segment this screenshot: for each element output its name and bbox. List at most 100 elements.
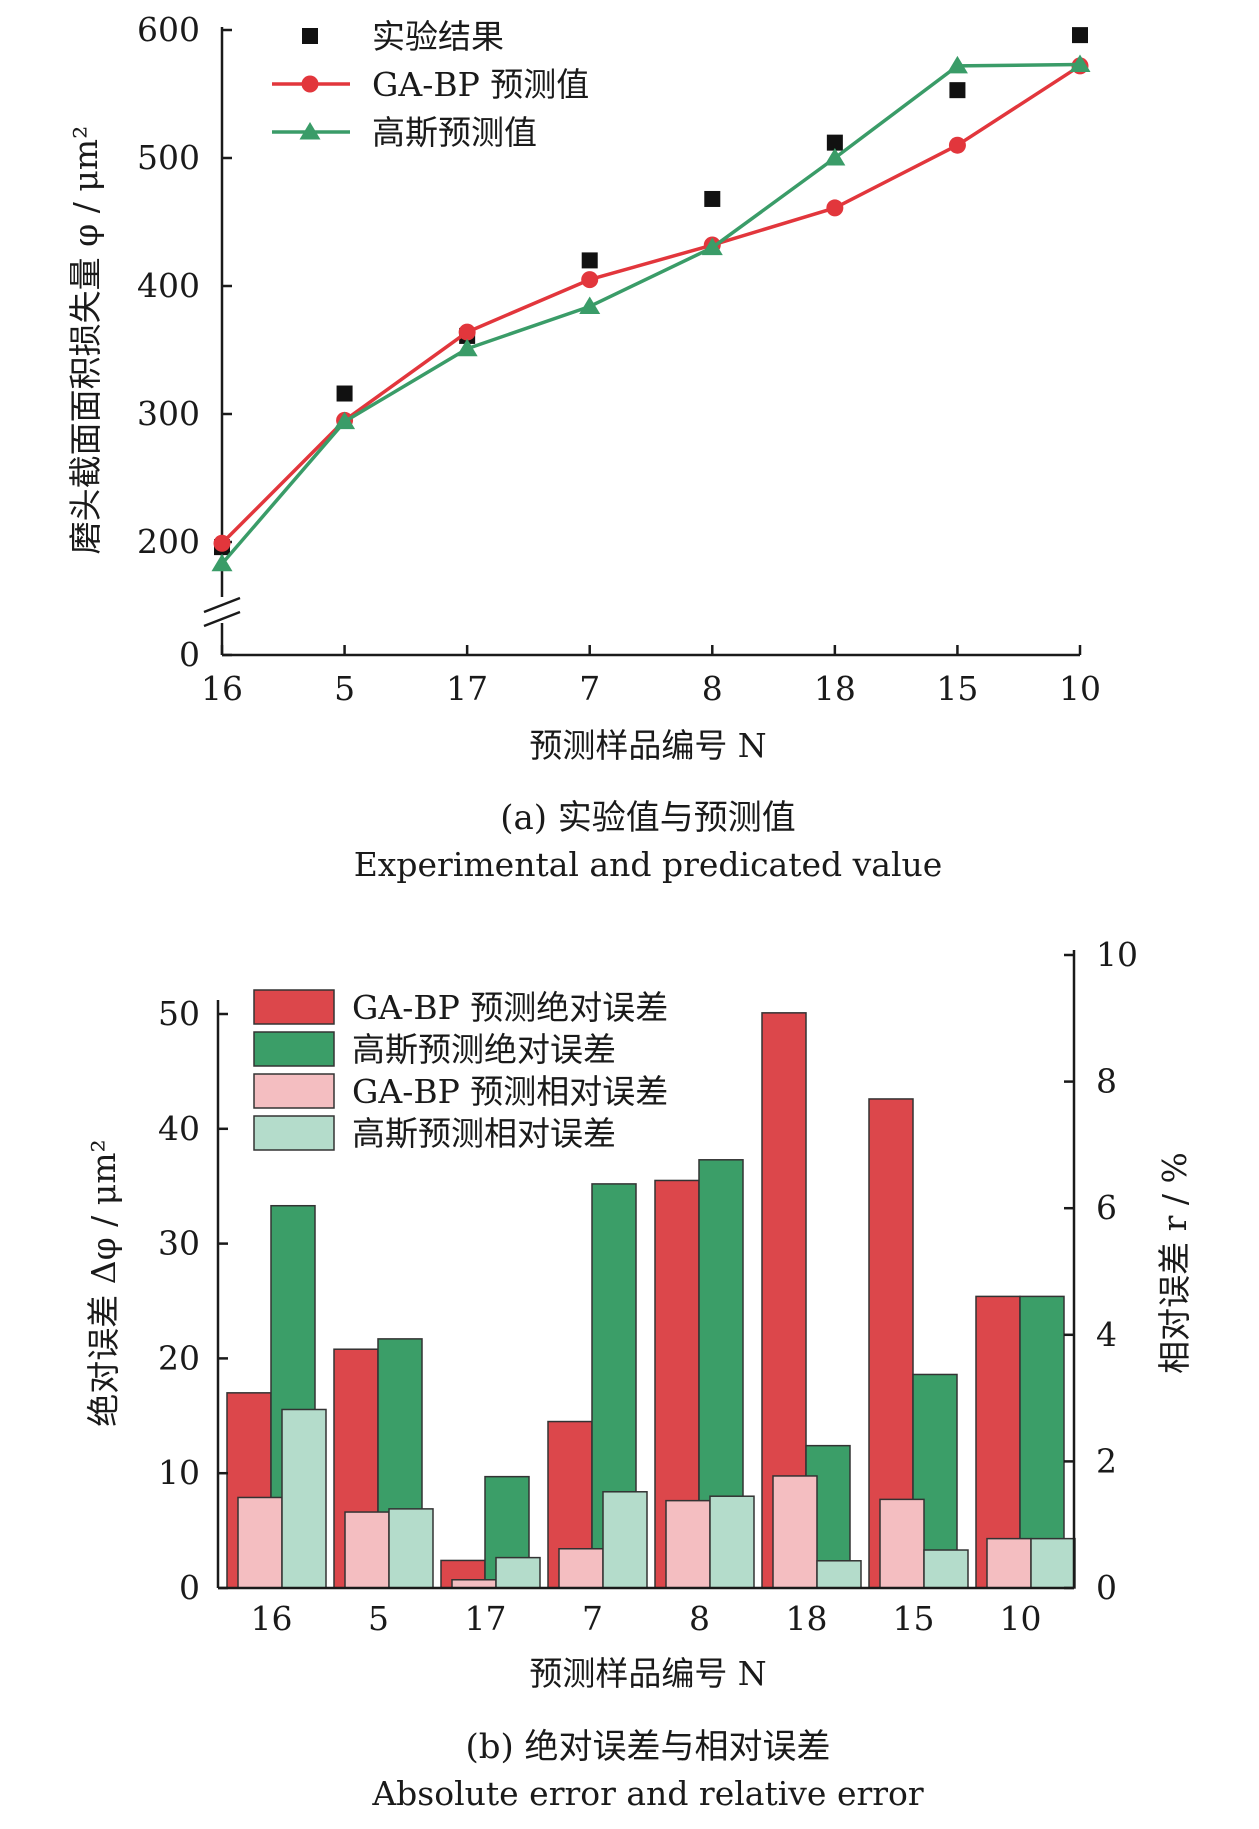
panel-b-legend-label: GA-BP 预测绝对误差 <box>352 988 668 1027</box>
panel-b-bar <box>495 1556 541 1589</box>
panel-b-y-axis-label-left: 绝对误差 Δφ / μm² <box>84 1139 123 1427</box>
panel-a-x-tick-label: 8 <box>702 669 723 708</box>
panel-a-data-point <box>826 199 844 217</box>
panel-b-legend-item: 高斯预测绝对误差 <box>253 1030 616 1069</box>
panel-a-y-tick-label: 300 <box>137 394 200 433</box>
panel-a-legend-marker <box>302 28 318 44</box>
panel-a-series <box>211 27 1091 572</box>
panel-b-legend-item: GA-BP 预测绝对误差 <box>253 988 668 1027</box>
panel-b-x-tick-label: 15 <box>893 1599 935 1638</box>
panel-a-series-line <box>220 62 1081 565</box>
panel-a-y-tick-label: 0 <box>179 635 200 674</box>
panel-b-y-axis-label-right: 相对误差 r / % <box>1155 1152 1194 1374</box>
panel-b-bar <box>388 1508 434 1589</box>
panel-a-series-2 <box>211 54 1091 572</box>
panel-a-caption-zh: (a) 实验值与预测值 <box>500 798 796 838</box>
panel-a-x-axis-label: 预测样品编号 N <box>529 726 766 765</box>
panel-a-legend-marker <box>301 75 319 93</box>
panel-a-data-point <box>579 296 601 314</box>
panel-b-x-tick-label: 5 <box>368 1599 389 1638</box>
panel-b-x-tick-label: 17 <box>465 1599 507 1638</box>
panel-b-legend-label: 高斯预测绝对误差 <box>352 1030 616 1069</box>
panel-b-right-tick-label: 6 <box>1096 1188 1117 1227</box>
panel-a-axis-break-mark <box>203 596 241 614</box>
panel-a-series-line <box>220 64 1081 545</box>
panel-b-right-tick-label: 8 <box>1096 1062 1117 1101</box>
panel-b-bar <box>709 1495 755 1589</box>
panel-a-axis-break-mark <box>203 610 241 628</box>
panel-a-y-tick-label: 200 <box>137 522 200 561</box>
panel-b-bar <box>816 1560 862 1589</box>
panel-b-left-tick-label: 50 <box>158 994 200 1033</box>
panel-b-caption-zh: (b) 绝对误差与相对误差 <box>465 1727 830 1767</box>
panel-b-bar <box>237 1496 283 1589</box>
panel-a-series-0 <box>214 27 1088 556</box>
panel-a-data-point <box>826 134 843 151</box>
panel-b-bar <box>602 1491 648 1589</box>
panel-b-right-tick-label: 4 <box>1096 1315 1117 1354</box>
panel-a-data-point <box>946 55 968 74</box>
panel-a-y-tick-label: 600 <box>137 10 200 49</box>
panel-b-x-axis-label: 预测样品编号 N <box>529 1654 766 1693</box>
panel-a-legend-label: GA-BP 预测值 <box>372 65 589 104</box>
panel-a-y-axis-label: 磨头截面面积损失量 φ / μm² <box>66 126 105 555</box>
panel-a-y-tick-label: 500 <box>137 138 200 177</box>
panel-b-legend-swatch <box>253 1031 335 1067</box>
panel-b-left-tick-label: 0 <box>179 1568 200 1607</box>
panel-a-x-tick-label: 7 <box>579 669 600 708</box>
panel-a-series-1 <box>213 57 1089 552</box>
panel-b-left-tick-label: 30 <box>158 1224 200 1263</box>
panel-a-legend-item: 实验结果 <box>302 17 504 56</box>
panel-a-x-tick-label: 17 <box>446 669 488 708</box>
panel-b-legend-swatch <box>253 1073 335 1109</box>
panel-a-y-tick-label: 400 <box>137 266 200 305</box>
panel-b-bar <box>923 1549 969 1589</box>
panel-b-legend-item: GA-BP 预测相对误差 <box>253 1072 668 1111</box>
panel-b-bar-chart: 16 5 17 7 8 18 15 10 0 10 20 30 40 50 0 2 4 6 8 10 GA-BP 预测… <box>84 935 1194 1813</box>
panel-a-x-tick-label: 5 <box>334 669 355 708</box>
panel-b-caption-en: Absolute error and relative error <box>371 1774 924 1813</box>
panel-b-x-tick-label: 10 <box>1000 1599 1042 1638</box>
panel-a-data-point <box>701 237 723 256</box>
panel-b-left-tick-label: 40 <box>158 1109 200 1148</box>
panel-a-x-tick-label: 18 <box>814 669 856 708</box>
panel-a-ticks: 0 200 300 400 500 600 16 5 17 7 8 18 15 10 <box>137 10 1101 708</box>
panel-b-bar <box>772 1475 818 1589</box>
panel-a-legend-item: 高斯预测值 <box>272 113 537 152</box>
panel-a-data-point <box>336 385 353 402</box>
panel-b-x-tick-label: 18 <box>786 1599 828 1638</box>
panel-b-bar <box>986 1537 1032 1589</box>
panel-a-data-point <box>704 190 721 207</box>
panel-a-legend-marker <box>299 122 321 140</box>
panel-b-right-tick-label: 10 <box>1096 935 1138 974</box>
panel-a-data-point <box>1072 27 1088 44</box>
panel-a-data-point <box>211 553 233 572</box>
panel-a-data-point <box>213 534 231 552</box>
panel-a-data-point <box>948 136 966 154</box>
panel-a-data-point <box>581 252 598 269</box>
panel-b-bar <box>281 1408 327 1589</box>
panel-b-bar <box>665 1499 711 1589</box>
panel-a-data-point <box>824 148 846 166</box>
panel-a-data-point <box>456 338 478 357</box>
panel-b-legend-label: 高斯预测相对误差 <box>352 1114 616 1153</box>
panel-a-line-chart: 0 200 300 400 500 600 16 5 17 7 8 18 15 10 实验结果 GA-BP … <box>66 10 1101 884</box>
panel-b-bar <box>1030 1537 1076 1589</box>
panel-b-legend-swatch <box>253 1115 335 1151</box>
panel-b-left-tick-label: 10 <box>158 1453 200 1492</box>
panel-b-bar <box>344 1511 390 1589</box>
panel-a-x-tick-label: 16 <box>201 669 243 708</box>
panel-a-legend-item: GA-BP 预测值 <box>272 65 589 104</box>
panel-b-bars <box>226 1012 1076 1589</box>
panel-a-data-point <box>1069 54 1091 73</box>
panel-a-axes <box>203 27 1080 657</box>
panel-a-legend-label: 实验结果 <box>372 17 504 56</box>
panel-a-data-point <box>458 323 476 341</box>
panel-b-legend-label: GA-BP 预测相对误差 <box>352 1072 668 1111</box>
panel-b-legend-item: 高斯预测相对误差 <box>253 1114 616 1153</box>
panel-b-bar <box>558 1548 604 1589</box>
panel-a-data-point <box>581 271 599 289</box>
